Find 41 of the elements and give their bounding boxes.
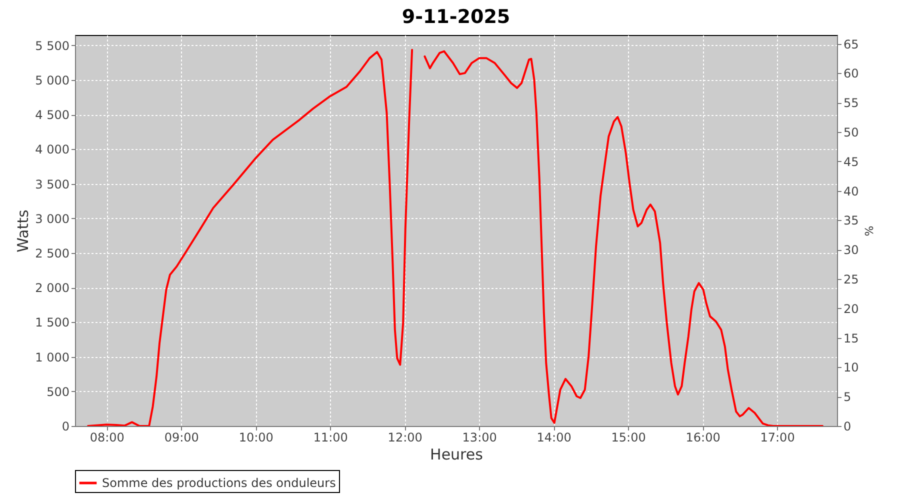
y2-tick-label: 40 [844,184,859,198]
y-tick-label: 3 500 [35,177,70,192]
x-tick-label: 09:00 [164,430,199,444]
y-tick-label: 4 000 [35,142,70,157]
y-tick-label: 4 500 [35,108,70,122]
x-tick-label: 11:00 [313,430,348,444]
y2-tick-label: 60 [844,66,859,81]
y2-axis-title: % [862,226,875,236]
legend-label: Somme des productions des onduleurs [102,476,336,490]
y2-tick-label: 55 [844,96,859,110]
x-tick-label: 17:00 [760,430,795,444]
y2-tick-label: 35 [844,214,859,228]
y-tick-label: 500 [46,384,70,399]
x-tick-label: 08:00 [90,430,124,444]
y2-tick-label: 5 [844,390,852,404]
chart-title: 9-11-2025 [402,6,510,28]
y2-tick-label: 0 [844,420,852,434]
y-tick-label: 1 000 [35,350,70,364]
y-tick-label: 2 500 [35,246,70,260]
y2-tick-label: 25 [844,272,859,287]
y2-tick-label: 20 [844,302,859,316]
x-tick-label: 10:00 [238,430,274,444]
y-tick-label: 1 500 [35,316,70,330]
x-axis-title: Heures [430,446,484,464]
y-tick-label: 5 000 [35,73,70,88]
x-tick-label: 13:00 [462,430,497,444]
y2-tick-label: 65 [844,37,859,52]
y2-tick-label: 10 [844,360,859,375]
x-tick-label: 16:00 [686,430,720,444]
y-tick-label: 2 000 [35,281,70,296]
x-tick-label: 14:00 [536,430,572,444]
y2-tick-label: 15 [844,331,859,346]
y-tick-label: 5 500 [35,38,70,53]
x-tick-label: 12:00 [388,430,422,444]
y-axis-title: Watts [14,210,32,252]
y-tick-label: 3 000 [35,212,70,226]
y2-tick-label: 30 [844,243,859,258]
y2-tick-label: 50 [844,126,859,140]
y-tick-label: 0 [62,420,70,434]
y2-tick-label: 45 [844,154,859,169]
x-tick-label: 15:00 [611,430,646,444]
